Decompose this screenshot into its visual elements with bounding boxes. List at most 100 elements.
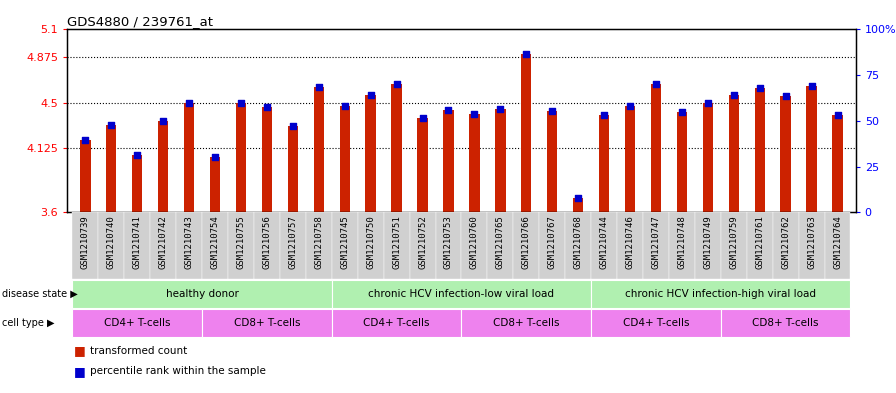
Bar: [676, 112, 687, 212]
Point: [493, 105, 507, 112]
Text: GSM1210747: GSM1210747: [651, 215, 660, 269]
Bar: [591, 212, 617, 279]
Bar: [392, 84, 401, 212]
Point: [831, 112, 845, 118]
Text: GSM1210748: GSM1210748: [677, 215, 686, 269]
Point: [649, 81, 663, 87]
Text: chronic HCV infection-low viral load: chronic HCV infection-low viral load: [368, 289, 555, 299]
Point: [130, 152, 144, 158]
Text: GDS4880 / 239761_at: GDS4880 / 239761_at: [67, 15, 213, 28]
Bar: [340, 106, 350, 212]
Point: [442, 107, 456, 113]
Text: GSM1210743: GSM1210743: [185, 215, 194, 269]
Text: CD4+ T-cells: CD4+ T-cells: [364, 318, 430, 328]
Bar: [617, 212, 643, 279]
Point: [805, 83, 819, 89]
Text: chronic HCV infection-high viral load: chronic HCV infection-high viral load: [625, 289, 816, 299]
Point: [571, 195, 585, 201]
Text: GSM1210761: GSM1210761: [755, 215, 764, 269]
Point: [234, 99, 248, 106]
Bar: [151, 212, 177, 279]
Text: GSM1210758: GSM1210758: [314, 215, 323, 269]
Bar: [288, 126, 298, 212]
Bar: [80, 140, 90, 212]
Bar: [728, 95, 739, 212]
Bar: [418, 118, 427, 212]
Bar: [669, 212, 695, 279]
Bar: [643, 212, 669, 279]
Point: [675, 109, 689, 116]
Text: GSM1210741: GSM1210741: [133, 215, 142, 269]
Text: cell type ▶: cell type ▶: [2, 318, 55, 328]
Bar: [202, 212, 228, 279]
Bar: [184, 103, 194, 212]
Bar: [202, 309, 332, 337]
Bar: [824, 212, 850, 279]
Bar: [495, 108, 505, 212]
Bar: [650, 84, 661, 212]
Bar: [754, 88, 765, 212]
Bar: [210, 157, 220, 212]
Bar: [158, 121, 168, 212]
Bar: [73, 280, 332, 308]
Text: transformed count: transformed count: [90, 346, 187, 356]
Bar: [625, 106, 635, 212]
Text: percentile rank within the sample: percentile rank within the sample: [90, 366, 265, 376]
Text: GSM1210754: GSM1210754: [211, 215, 220, 269]
Bar: [521, 54, 531, 212]
Text: GSM1210751: GSM1210751: [392, 215, 401, 269]
Text: GSM1210757: GSM1210757: [289, 215, 297, 269]
Text: GSM1210767: GSM1210767: [547, 215, 556, 269]
Bar: [832, 115, 843, 212]
Bar: [306, 212, 332, 279]
Point: [312, 84, 326, 90]
Bar: [106, 125, 116, 212]
Bar: [461, 212, 487, 279]
Point: [182, 99, 196, 106]
Bar: [332, 212, 358, 279]
Bar: [513, 212, 539, 279]
Bar: [780, 96, 791, 212]
Point: [701, 99, 715, 106]
Bar: [132, 155, 142, 212]
Bar: [798, 212, 824, 279]
Point: [416, 115, 430, 121]
Text: GSM1210759: GSM1210759: [729, 215, 738, 269]
Bar: [262, 107, 272, 212]
Point: [78, 137, 92, 143]
Bar: [177, 212, 202, 279]
Point: [519, 51, 533, 57]
Text: CD4+ T-cells: CD4+ T-cells: [104, 318, 170, 328]
Bar: [772, 212, 798, 279]
Point: [104, 121, 118, 128]
Text: CD8+ T-cells: CD8+ T-cells: [493, 318, 559, 328]
Point: [467, 110, 481, 117]
Point: [727, 92, 741, 98]
Bar: [539, 212, 565, 279]
Bar: [547, 111, 557, 212]
Bar: [314, 87, 324, 212]
Bar: [720, 212, 746, 279]
Text: GSM1210755: GSM1210755: [237, 215, 246, 269]
Text: GSM1210739: GSM1210739: [81, 215, 90, 269]
Bar: [565, 212, 591, 279]
Text: GSM1210756: GSM1210756: [263, 215, 271, 269]
Point: [364, 92, 378, 98]
Text: CD4+ T-cells: CD4+ T-cells: [623, 318, 689, 328]
Bar: [236, 103, 246, 212]
Point: [260, 104, 274, 110]
Text: GSM1210765: GSM1210765: [495, 215, 504, 269]
Bar: [73, 309, 202, 337]
Bar: [461, 309, 591, 337]
Bar: [409, 212, 435, 279]
Text: GSM1210745: GSM1210745: [340, 215, 349, 269]
Text: GSM1210768: GSM1210768: [573, 215, 582, 269]
Text: CD8+ T-cells: CD8+ T-cells: [234, 318, 300, 328]
Bar: [444, 110, 453, 212]
Point: [390, 81, 404, 87]
Bar: [358, 212, 383, 279]
Point: [286, 123, 300, 129]
Text: GSM1210764: GSM1210764: [833, 215, 842, 269]
Bar: [125, 212, 151, 279]
Bar: [806, 86, 817, 212]
